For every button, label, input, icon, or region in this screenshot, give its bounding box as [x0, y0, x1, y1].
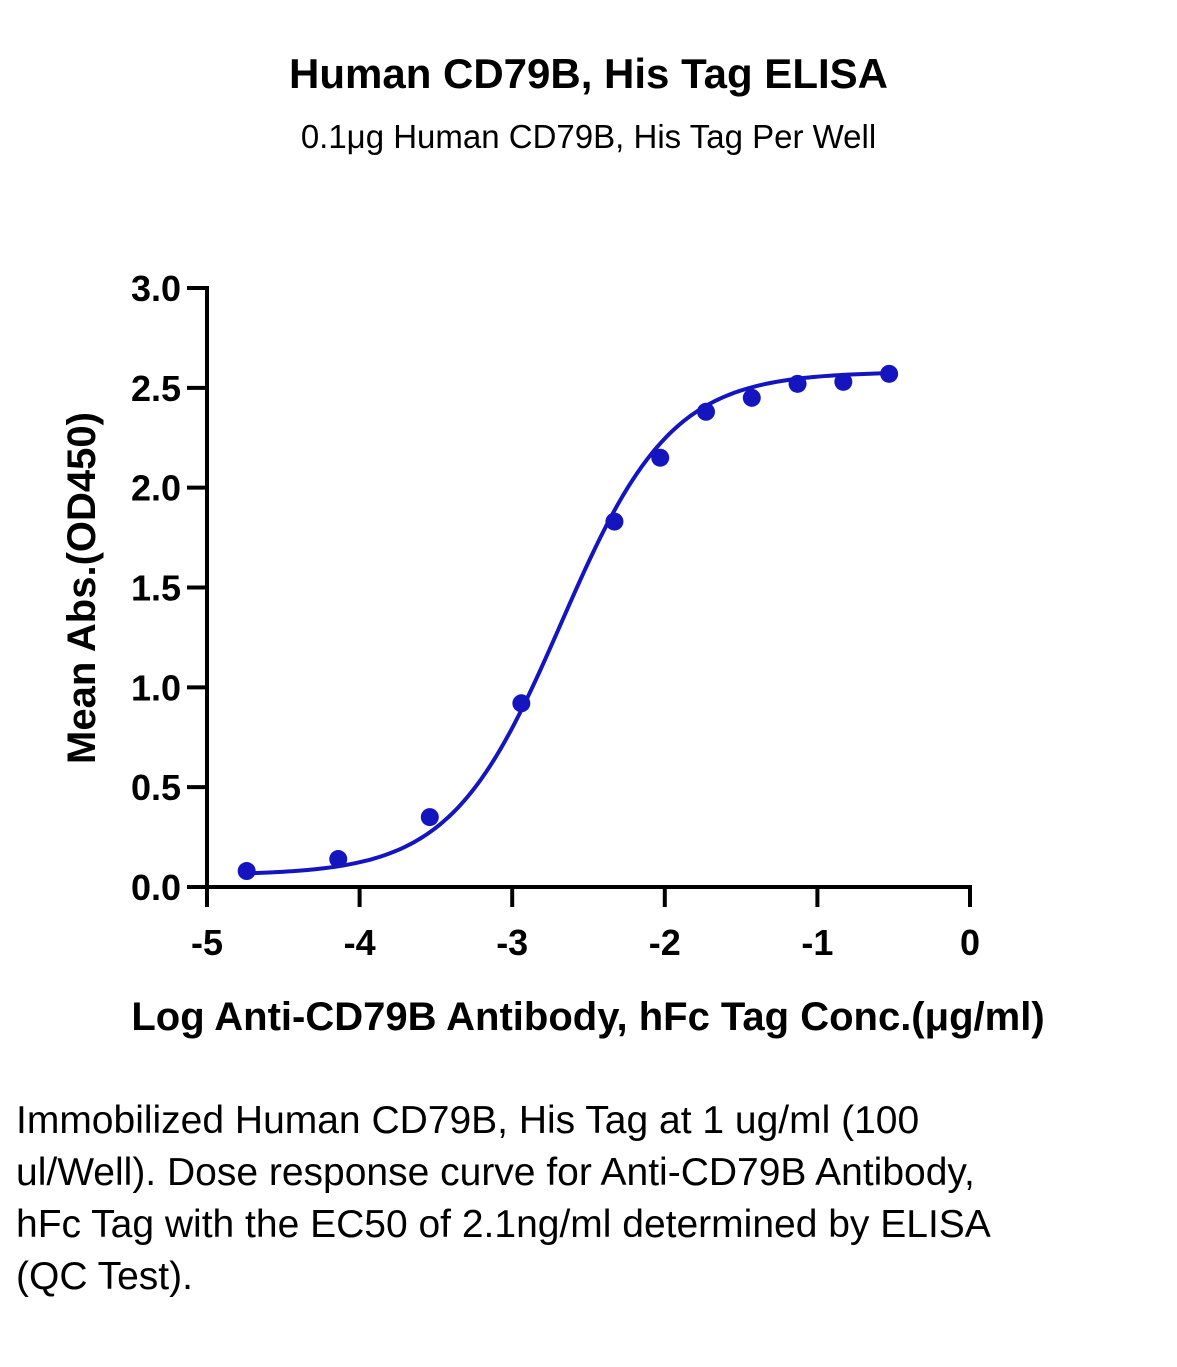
data-points	[237, 364, 899, 881]
x-tick-label: -5	[191, 922, 223, 963]
data-point	[237, 862, 256, 881]
x-tick-label: -1	[801, 922, 833, 963]
data-point	[512, 694, 531, 713]
y-tick-label: 0.0	[131, 867, 181, 908]
y-axis-label: Mean Abs.(OD450)	[60, 412, 104, 764]
chart-subtitle: 0.1μg Human CD79B, His Tag Per Well	[300, 118, 877, 155]
data-point	[834, 372, 853, 391]
data-point	[329, 850, 348, 869]
y-tick-label: 1.5	[131, 568, 181, 609]
x-tick-label: 0	[960, 922, 980, 963]
x-tick-label: -4	[344, 922, 376, 963]
data-point	[651, 448, 670, 467]
x-tick-label: -2	[649, 922, 681, 963]
y-tick-label: 2.0	[131, 468, 181, 509]
y-tick-label: 1.0	[131, 667, 181, 708]
data-point	[788, 374, 807, 393]
chart-axes: 0.0 0.5 1.0 1.5 2.0 2.5 3.0 -5 -4 -3 -2 -1 0	[131, 268, 980, 963]
x-axis-label: Log Anti-CD79B Antibody, hFc Tag Conc.(μ…	[131, 995, 1044, 1039]
figure-caption: Immobilized Human CD79B, His Tag at 1 ug…	[16, 1099, 989, 1298]
data-point	[742, 388, 761, 407]
chart-title: Human CD79B, His Tag ELISA	[289, 50, 888, 97]
fit-curve	[246, 371, 890, 876]
data-point	[420, 808, 439, 827]
fit-curve-group	[246, 371, 890, 876]
x-tick-label: -3	[496, 922, 528, 963]
chart-plot: 0.0 0.5 1.0 1.5 2.0 2.5 3.0 -5 -4 -3 -2 -1 0 Log Ant…	[60, 268, 1045, 1039]
data-point	[880, 364, 899, 383]
y-tick-label: 3.0	[131, 268, 181, 309]
data-point	[605, 512, 624, 531]
y-tick-label: 0.5	[131, 767, 181, 808]
y-tick-label: 2.5	[131, 368, 181, 409]
data-point	[697, 402, 716, 421]
